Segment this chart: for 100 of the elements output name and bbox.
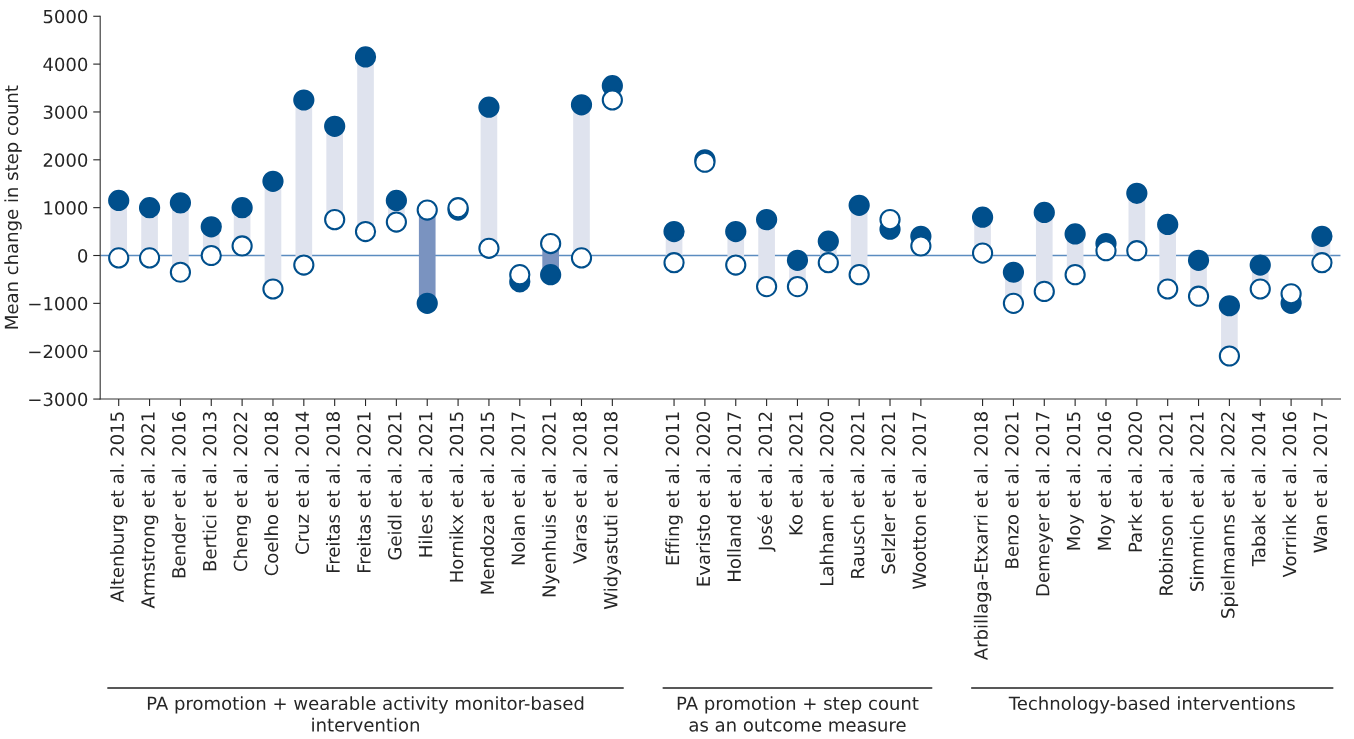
x-tick-label: Nyenhuis et al. 2021 xyxy=(541,412,560,597)
x-tick-label: Arbillaga-Etxarri et al. 2018 xyxy=(973,412,992,661)
point xyxy=(1033,280,1055,303)
point xyxy=(138,197,161,219)
point xyxy=(1064,223,1086,245)
point xyxy=(1157,278,1179,300)
x-tick-label: Cheng et al. 2022 xyxy=(233,412,251,572)
y-tick-label: 1000 xyxy=(44,201,88,215)
point xyxy=(1311,252,1333,274)
point xyxy=(478,237,500,259)
point xyxy=(385,211,407,233)
x-tick-label: Altenburg et al. 2015 xyxy=(109,412,128,603)
x-tick-label: Park et al. 2020 xyxy=(1128,412,1143,552)
text: PA promotion + step count as an outcome measure xyxy=(677,696,919,732)
point xyxy=(293,89,315,111)
point xyxy=(1187,285,1210,307)
x-tick-label: Moy et al. 2016 xyxy=(1097,412,1115,550)
point xyxy=(108,189,130,212)
x-tick-label: Nolan et al. 2017 xyxy=(511,412,526,565)
point xyxy=(354,220,377,243)
x-tick-label: Moy et al. 2015 xyxy=(1066,412,1084,550)
point xyxy=(478,96,500,118)
point xyxy=(354,46,377,68)
point xyxy=(848,264,870,286)
point xyxy=(755,276,778,298)
x-tick-label: Freitas et al. 2021 xyxy=(356,412,371,573)
x-tick-label: Varas et al. 2018 xyxy=(572,412,587,564)
y-tick-label: 3000 xyxy=(43,105,88,120)
x-tick-label: Demeyer et al. 2017 xyxy=(1035,412,1054,596)
point xyxy=(1126,240,1148,262)
point xyxy=(910,235,932,257)
point xyxy=(817,230,839,252)
point xyxy=(1095,240,1117,262)
text: Technology-based interventions xyxy=(1008,696,1295,714)
point xyxy=(1311,225,1333,247)
point xyxy=(1280,283,1302,305)
x-tick-label: Coelho et al. 2018 xyxy=(264,412,279,576)
point xyxy=(262,278,284,300)
x-tick-label: Wan et al. 2017 xyxy=(1313,412,1328,553)
point xyxy=(1033,201,1055,224)
x-tick-label: Ko et al. 2021 xyxy=(788,412,803,535)
x-tick-label: Benzo et al. 2021 xyxy=(1004,412,1019,568)
y-tick-label: −3000 xyxy=(29,392,88,407)
point xyxy=(755,209,778,231)
point xyxy=(1187,249,1210,271)
point xyxy=(1218,295,1240,317)
point xyxy=(848,194,870,216)
y-tick-label: 2000 xyxy=(43,153,88,167)
point xyxy=(1064,264,1086,286)
y-axis-title: Mean change in step count xyxy=(4,85,22,329)
point xyxy=(786,276,809,298)
point xyxy=(416,199,438,221)
x-tick-label: Evaristo et al. 2020 xyxy=(696,412,711,586)
point xyxy=(169,192,192,214)
x-tick-label: Armstrong et al. 2021 xyxy=(140,412,159,609)
point xyxy=(416,292,438,314)
point xyxy=(1157,213,1179,236)
point xyxy=(509,264,531,286)
point xyxy=(725,254,747,276)
text: PA promotion + wearable activity monitor-based intervention xyxy=(147,696,584,732)
x-tick-label: Hornikx et al. 2015 xyxy=(449,412,464,582)
x-tick-label: Lahham et al. 2020 xyxy=(819,412,834,585)
x-tick-label: Effing et al. 2011 xyxy=(665,412,683,565)
x-tick-label: Rausch et al. 2021 xyxy=(850,412,865,578)
x-tick-label: Freitas et al. 2018 xyxy=(325,412,340,573)
point xyxy=(293,254,315,276)
point xyxy=(540,232,562,255)
y-tick-label: 4000 xyxy=(43,57,88,72)
point xyxy=(725,220,747,243)
point xyxy=(1126,182,1148,204)
y-tick-label: 0 xyxy=(78,248,88,263)
point xyxy=(108,247,130,269)
x-tick-label: Bertici et al. 2013 xyxy=(202,412,217,571)
point xyxy=(540,264,562,286)
point xyxy=(200,244,222,267)
x-tick-label: Selzler et al. 2021 xyxy=(881,412,896,574)
x-tick-label: Simmich et al. 2021 xyxy=(1189,412,1204,591)
point xyxy=(817,252,839,274)
point xyxy=(1249,278,1271,300)
point xyxy=(385,189,407,212)
x-tick-label: Hiles et al. 2021 xyxy=(418,412,433,557)
x-tick-label: Holland et al. 2017 xyxy=(727,412,741,581)
point xyxy=(663,220,685,243)
point xyxy=(231,197,253,219)
point xyxy=(1218,345,1240,367)
point xyxy=(262,170,284,192)
x-tick-label: Cruz et al. 2014 xyxy=(295,411,310,554)
x-tick-label: Bender et al. 2016 xyxy=(171,412,186,578)
point xyxy=(138,247,161,269)
point xyxy=(231,235,253,257)
y-tick-label: −2000 xyxy=(29,344,88,359)
x-tick-label: Spielmanns et al. 2022 xyxy=(1220,412,1239,618)
y-tick-label: 5000 xyxy=(43,9,88,24)
point xyxy=(324,115,346,137)
point xyxy=(1002,261,1025,283)
x-tick-label: Geidl et al. 2021 xyxy=(387,412,402,560)
point xyxy=(324,209,346,231)
x-tick-label: José et al. 2012 xyxy=(757,412,776,552)
point xyxy=(169,261,192,283)
x-tick-label: Robinson et al. 2021 xyxy=(1158,412,1173,595)
